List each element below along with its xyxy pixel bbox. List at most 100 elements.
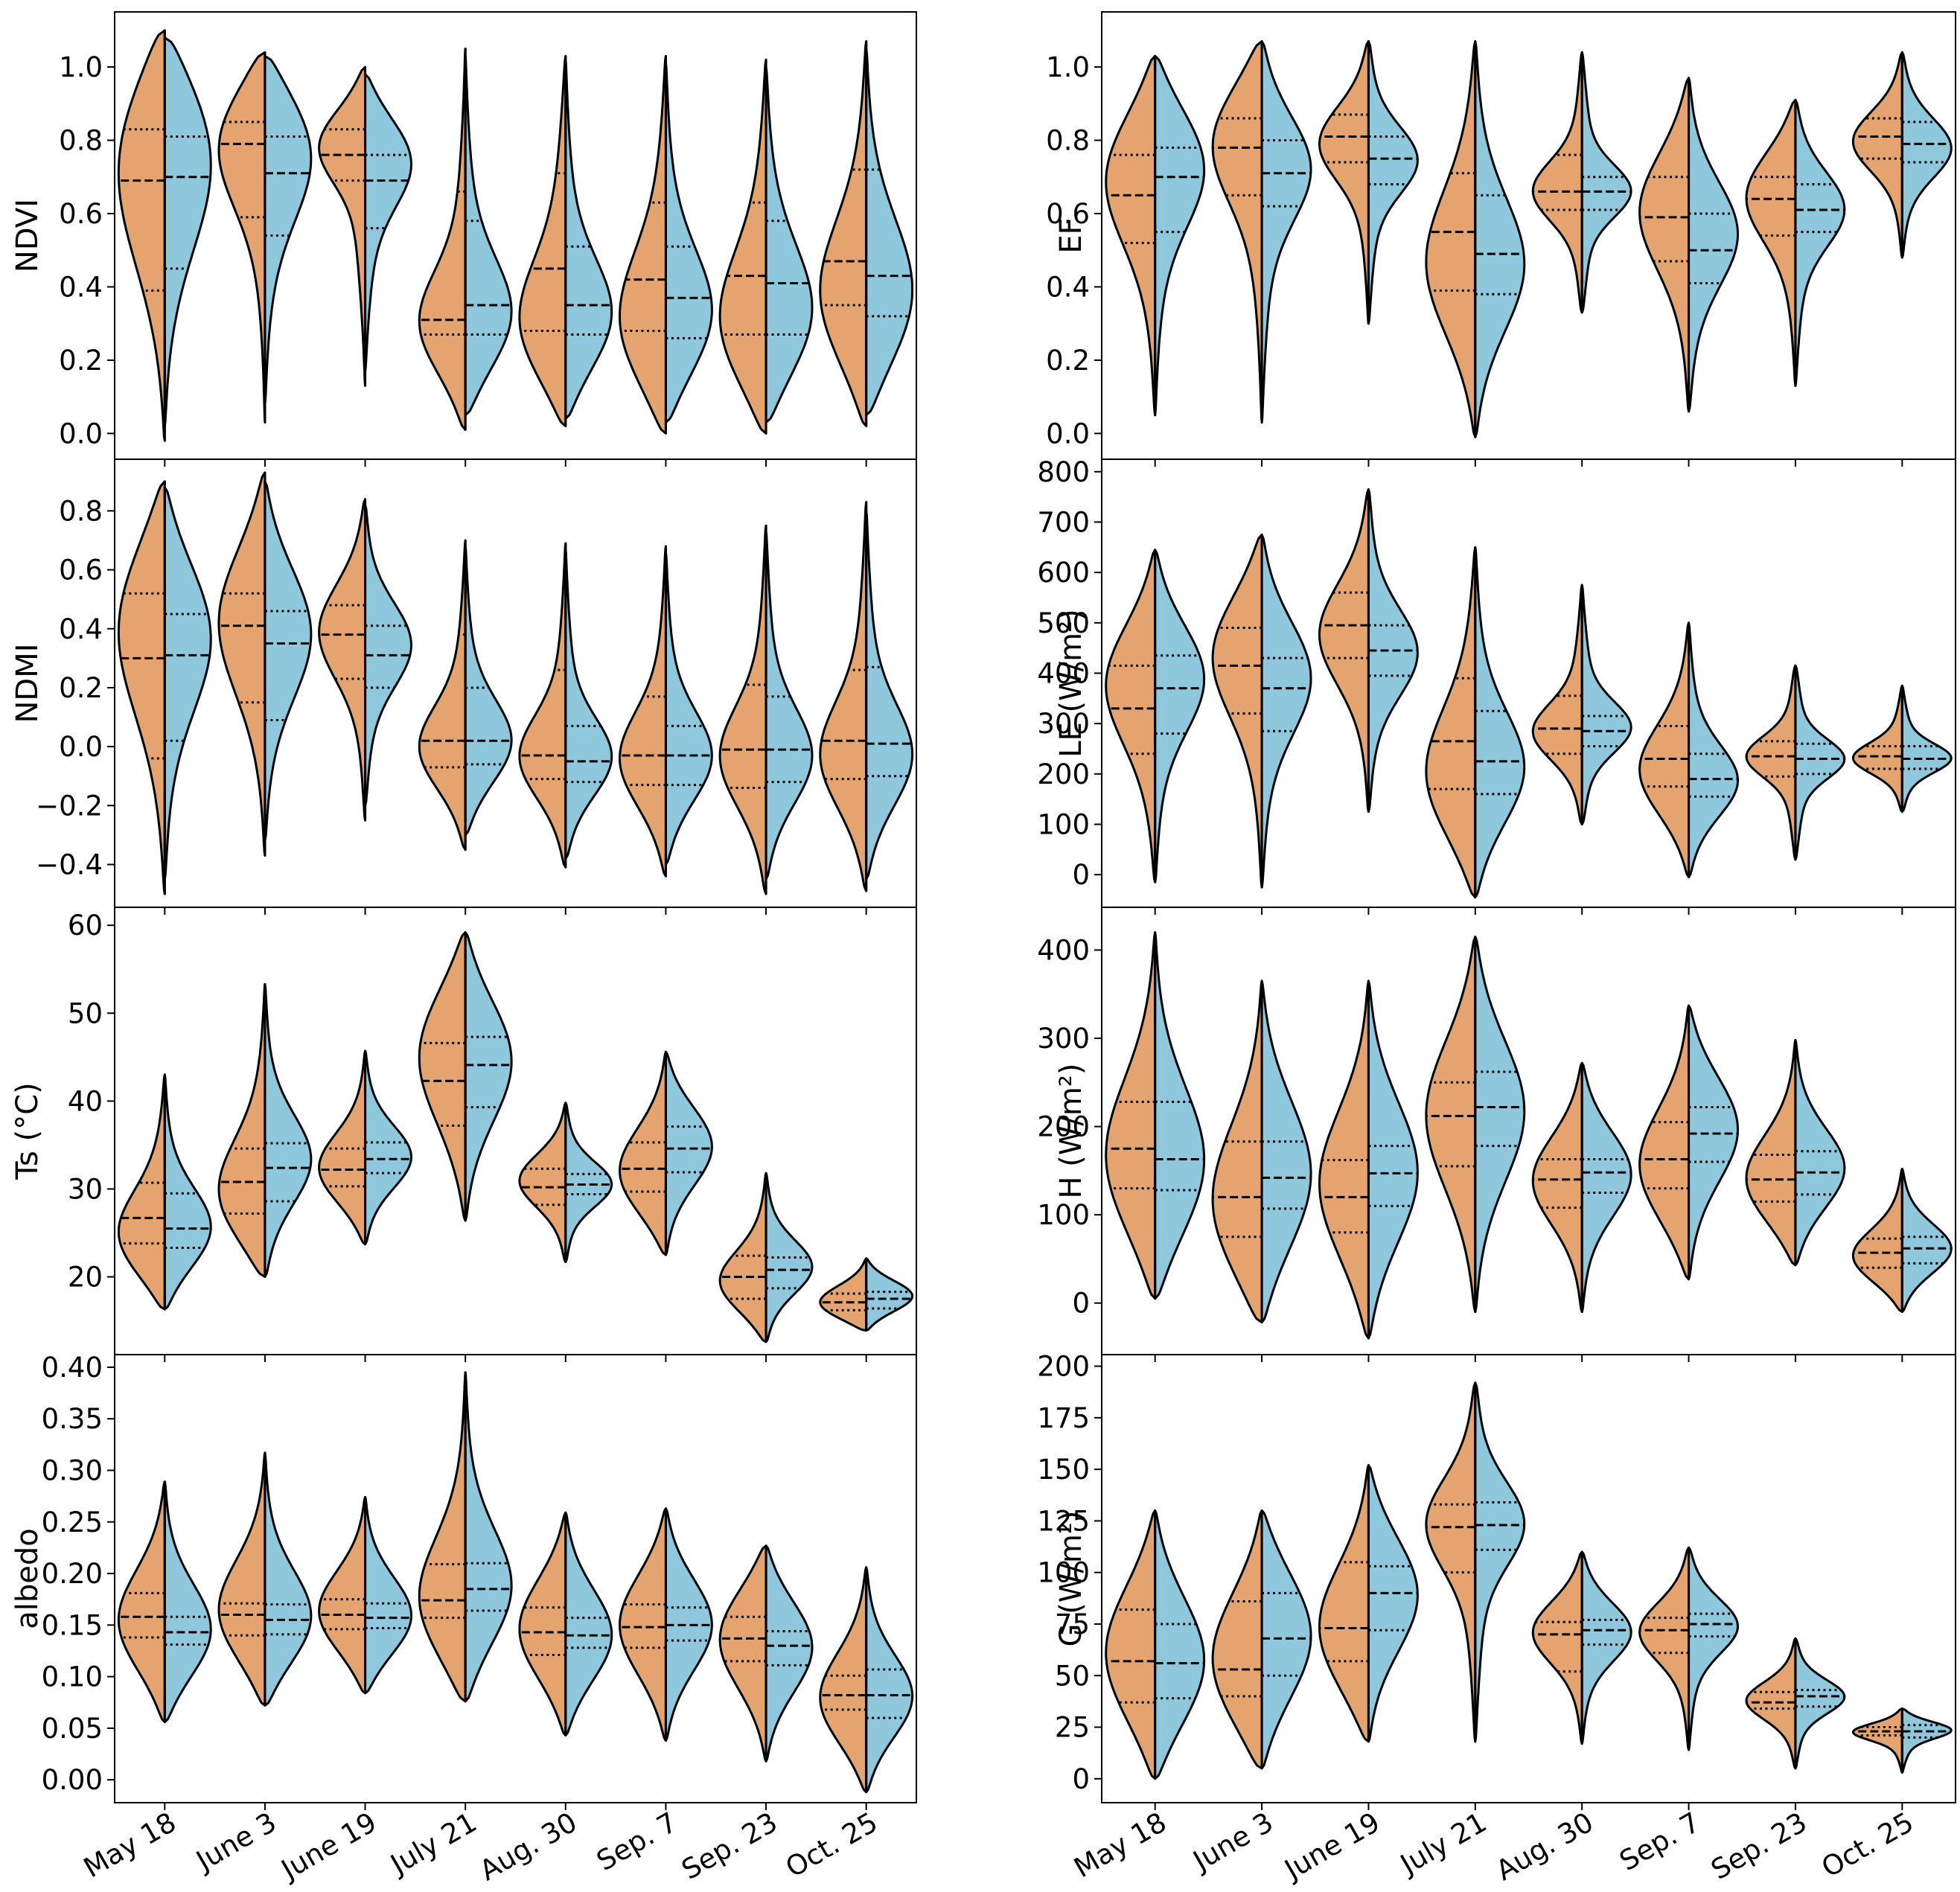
y-tick-label-le: 800 [1037,456,1090,488]
violin-left-ts-1 [217,982,266,1278]
y-tick-label-h: 400 [1037,934,1090,966]
violin-left-albedo-7 [819,1566,868,1794]
y-tick-label-le: 200 [1037,758,1090,790]
y-tick-label-ts: 50 [68,997,103,1029]
violin-right-h-3 [1474,936,1526,1314]
y-tick-label-ndvi: 1.0 [59,51,103,83]
y-tick-label-ts: 60 [68,910,103,942]
y-axis-label-g: G (W/m²) [1054,1511,1088,1647]
y-tick-label-le: 400 [1037,657,1090,689]
y-tick-label-g: 200 [1037,1351,1090,1383]
y-tick-label-g: 175 [1037,1402,1090,1434]
y-tick-label-le: 600 [1037,557,1090,589]
violin-left-ndvi-4 [518,54,567,427]
x-tick-label-g-2: June 19 [1278,1806,1385,1887]
violin-right-ts-4 [564,1102,613,1263]
violin-right-albedo-6 [764,1544,814,1762]
violin-right-ts-1 [264,982,313,1278]
x-tick-label-albedo-0: May 18 [78,1806,182,1885]
violin-right-ndmi-3 [464,545,513,837]
violin-left-h-3 [1425,936,1477,1314]
panel-ef: 0.0 0.2 0.4 0.6 0.8 1.0 EF [1046,11,1956,467]
violin-left-g-2 [1318,1464,1370,1743]
violin-left-ef-3 [1425,40,1477,438]
y-tick-label-g: 75 [1055,1608,1090,1640]
y-tick-label-ef: 0.0 [1046,418,1090,450]
violin-left-le-7 [1851,684,1903,814]
y-tick-label-g: 50 [1055,1660,1090,1692]
violin-left-le-0 [1105,549,1157,883]
axes-frame-ndvi [114,11,917,460]
violin-left-le-1 [1211,533,1263,889]
violin-left-ndvi-3 [418,47,467,431]
violin-left-le-5 [1638,621,1691,878]
violin-right-h-5 [1688,1004,1739,1281]
y-tick-label-ndvi: 0.6 [59,198,103,230]
violin-right-albedo-5 [664,1507,713,1742]
y-tick-label-h: 200 [1037,1111,1090,1143]
violin-left-ef-6 [1745,98,1797,387]
violin-left-albedo-4 [518,1511,567,1737]
violin-left-ndvi-0 [117,29,166,442]
violin-left-ndmi-5 [619,545,667,878]
x-tick-label-albedo-3: July 21 [384,1806,482,1882]
violin-right-ndvi-7 [865,47,914,417]
violin-left-ndmi-6 [718,524,767,895]
violin-left-ts-3 [418,931,467,1222]
violin-left-ndmi-2 [318,498,367,822]
violin-right-ndvi-6 [764,65,814,424]
x-tick-label-albedo-1: June 3 [190,1806,282,1878]
violin-right-ndvi-0 [163,36,212,427]
y-tick-label-ndvi: 0.0 [59,418,103,450]
violin-left-albedo-0 [117,1480,166,1724]
y-tick-label-ef: 0.8 [1046,124,1090,156]
panel-ndvi: 0.0 0.2 0.4 0.6 0.8 1.0 NDVI [10,11,917,467]
y-tick-label-le: 0 [1072,859,1090,891]
violin-right-h-7 [1900,1168,1953,1314]
violin-right-ndmi-0 [163,486,212,881]
y-tick-label-albedo: 0.30 [42,1455,103,1487]
violin-left-h-4 [1531,1061,1583,1314]
x-tick-label-g-5: Sep. 7 [1614,1806,1705,1878]
violin-right-le-4 [1580,584,1632,825]
panel-h: 0 100 200 300 400 H (W/m²) [1037,907,1956,1362]
y-tick-label-ndmi: −0.2 [36,790,103,822]
violin-right-albedo-0 [163,1480,212,1724]
violin-left-ts-6 [718,1172,767,1343]
y-tick-label-le: 300 [1037,708,1090,740]
violin-right-ndvi-3 [464,54,513,417]
violin-left-ts-0 [117,1073,166,1311]
violin-left-le-3 [1425,546,1477,899]
y-axis-label-ndvi: NDVI [10,199,45,272]
violin-left-g-4 [1531,1550,1583,1745]
y-tick-label-ndmi: 0.8 [59,495,103,527]
violin-right-ndmi-5 [664,551,713,866]
violin-left-g-1 [1211,1509,1263,1770]
y-tick-label-albedo: 0.25 [42,1506,103,1538]
violin-right-ndvi-4 [564,58,613,421]
y-axis-label-h: H (W/m²) [1054,1063,1088,1198]
y-tick-label-ts: 20 [68,1262,103,1294]
x-tick-label-albedo-2: June 19 [275,1806,382,1887]
y-tick-label-albedo: 0.10 [42,1661,103,1693]
y-tick-label-albedo: 0.00 [42,1764,103,1796]
violin-right-albedo-2 [364,1496,412,1695]
y-tick-label-albedo: 0.20 [42,1558,103,1590]
x-tick-label-g-7: Oct. 25 [1816,1806,1919,1885]
violin-right-ts-3 [464,931,513,1222]
x-tick-label-albedo-4: Aug. 30 [474,1806,582,1888]
violin-left-albedo-5 [619,1507,667,1742]
violin-left-ef-2 [1318,40,1370,325]
violin-left-ts-4 [518,1102,567,1263]
violin-right-ndvi-2 [364,73,412,373]
violin-right-ndmi-4 [564,548,613,860]
y-tick-label-ts: 30 [68,1173,103,1205]
y-tick-label-le: 500 [1037,607,1090,639]
violin-right-albedo-4 [564,1511,613,1737]
violin-right-ts-0 [163,1073,212,1311]
y-tick-label-le: 700 [1037,506,1090,538]
violin-left-albedo-1 [217,1451,266,1707]
violin-left-le-6 [1745,664,1797,861]
violin-right-le-1 [1260,533,1312,889]
